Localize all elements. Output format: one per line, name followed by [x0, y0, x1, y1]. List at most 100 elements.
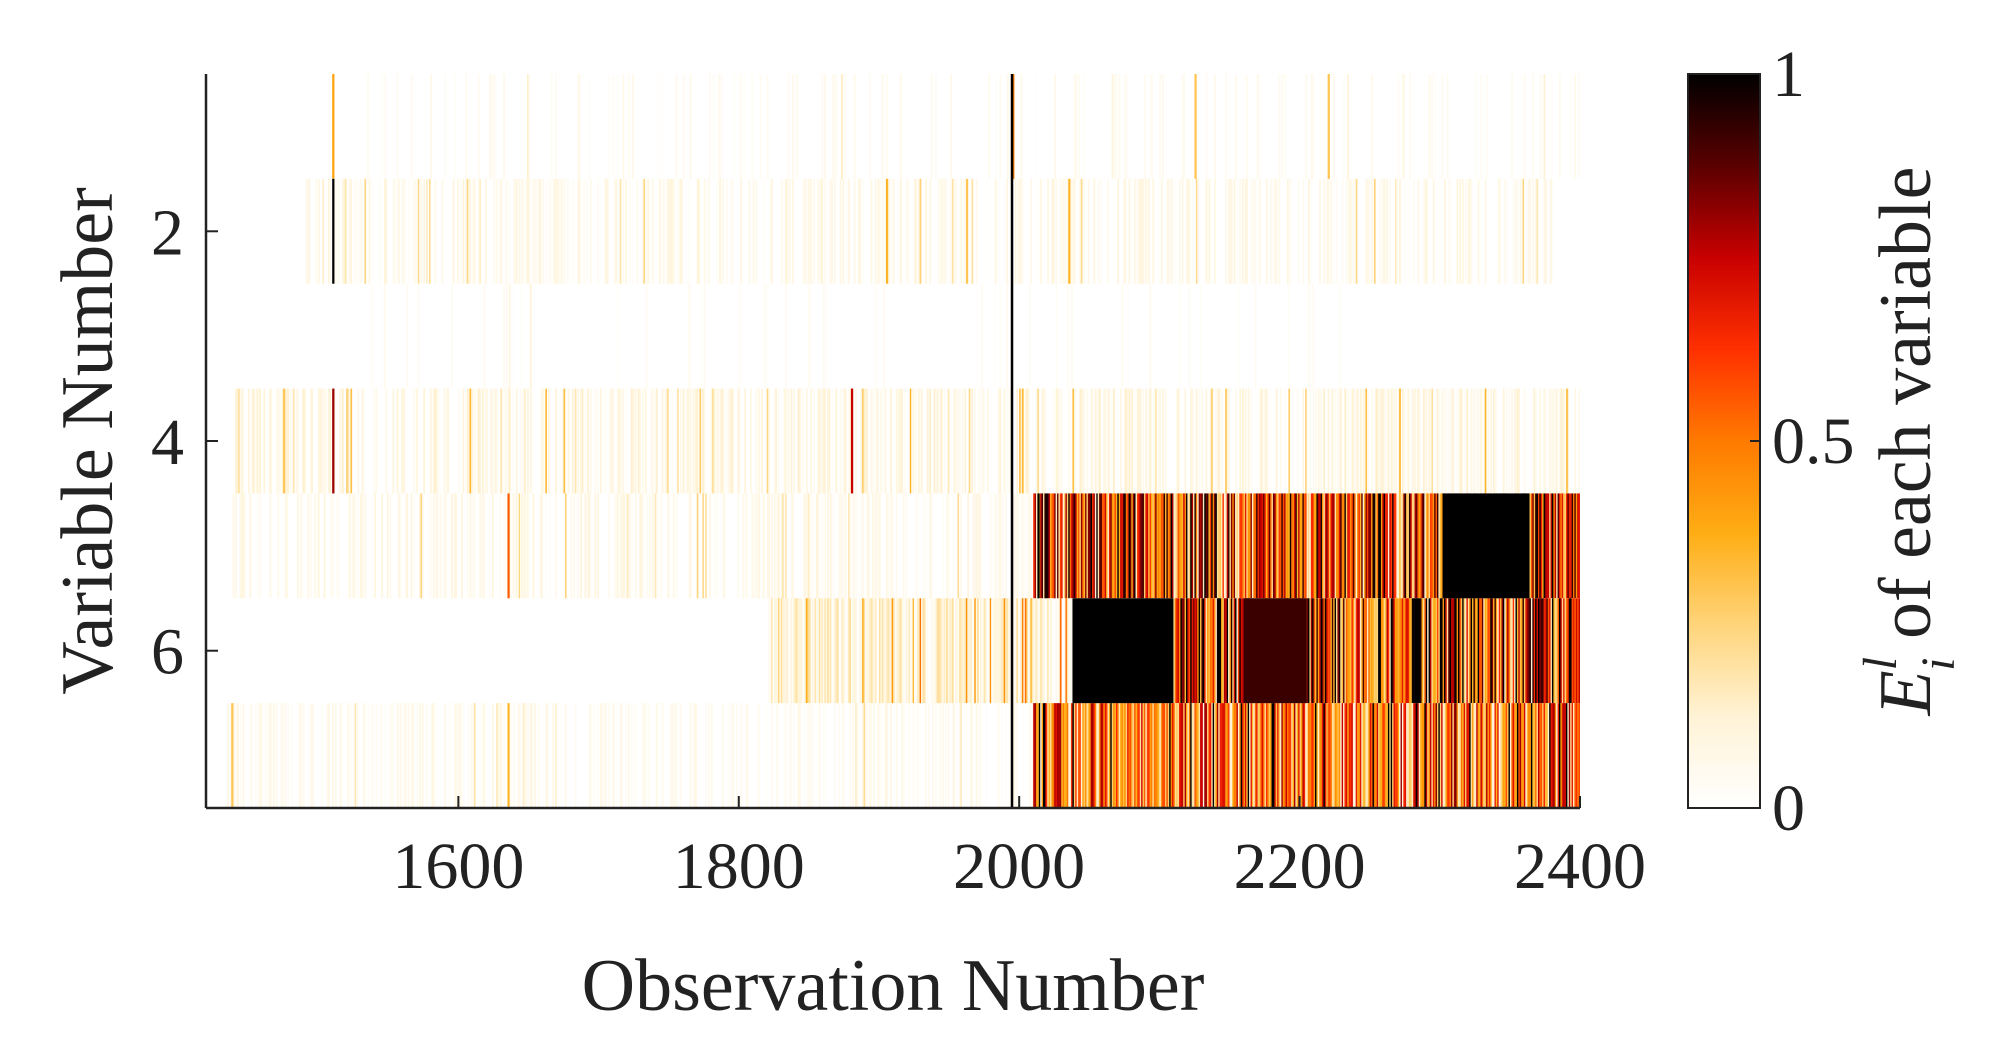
heatmap-cell	[766, 74, 769, 179]
heatmap-cell	[703, 178, 706, 284]
colorbar-tick-label: 1	[1772, 38, 1805, 111]
heatmap-cell	[1300, 493, 1303, 599]
heatmap-cell	[1455, 598, 1457, 704]
heatmap-cell	[1434, 74, 1436, 179]
heatmap-cell	[1052, 703, 1055, 808]
heatmap-cell	[353, 703, 355, 808]
heatmap-cell	[1326, 703, 1328, 808]
heatmap-cell	[504, 493, 507, 599]
heatmap-cell	[873, 703, 876, 808]
heatmap-cell	[1558, 388, 1561, 494]
heatmap-cell	[981, 388, 984, 494]
heatmap-cell	[1515, 388, 1518, 494]
heatmap-cell	[1172, 703, 1174, 808]
heatmap-cell	[970, 598, 972, 704]
heatmap-cell	[1181, 178, 1184, 284]
heatmap-cell	[1528, 178, 1530, 284]
heatmap-cell	[1149, 74, 1152, 179]
heatmap-cell	[891, 178, 894, 284]
heatmap-cell	[1289, 703, 1292, 808]
heatmap-cell	[1183, 74, 1185, 179]
heatmap-cell	[1438, 703, 1441, 808]
heatmap-cell	[385, 178, 388, 284]
heatmap-cell	[1099, 493, 1101, 599]
heatmap-cell	[731, 388, 734, 494]
heatmap-cell	[1497, 598, 1499, 704]
heatmap-cell	[367, 74, 369, 179]
heatmap-cell	[1428, 703, 1431, 808]
heatmap-cell	[1019, 388, 1021, 494]
heatmap-cell	[836, 598, 839, 704]
heatmap-cell	[1232, 493, 1234, 599]
heatmap-cell	[636, 178, 639, 284]
heatmap-cell	[1209, 388, 1212, 494]
heatmap-cell	[416, 703, 419, 808]
heatmap-cell	[613, 178, 616, 284]
heatmap-cell	[1157, 178, 1160, 284]
heatmap-cell	[1235, 74, 1237, 179]
heatmap-cell	[1139, 493, 1142, 599]
heatmap-cell	[1550, 388, 1553, 494]
heatmap-cell	[1244, 493, 1247, 599]
heatmap-cell	[783, 388, 786, 494]
heatmap-cell	[975, 493, 978, 599]
heatmap-cell	[1365, 493, 1368, 599]
heatmap-cell	[1565, 703, 1568, 808]
heatmap-cell	[968, 388, 971, 494]
heatmap-cell	[919, 178, 922, 284]
heatmap-cell	[918, 598, 920, 704]
heatmap-cell	[1306, 598, 1309, 704]
heatmap-cell	[1306, 493, 1309, 599]
heatmap-cell	[974, 493, 977, 599]
heatmap-cell	[783, 598, 786, 704]
heatmap-cell	[1434, 493, 1436, 599]
heatmap-cell	[1403, 388, 1406, 494]
heatmap-cell	[1483, 703, 1485, 808]
heatmap-cell	[808, 493, 811, 599]
heatmap-cell	[1326, 178, 1328, 284]
heatmap-cell	[430, 703, 433, 808]
heatmap-cell	[243, 493, 246, 599]
heatmap-cell	[1550, 178, 1553, 284]
heatmap-cell	[1533, 493, 1536, 599]
heatmap-cell	[689, 74, 692, 179]
heatmap-cell	[1438, 598, 1441, 704]
heatmap-cell	[1261, 493, 1264, 599]
heatmap-cell	[923, 703, 926, 808]
heatmap-cell	[737, 388, 740, 494]
heatmap-cell	[1027, 388, 1030, 494]
heatmap-cell	[1361, 493, 1363, 599]
heatmap-cell	[1254, 283, 1257, 389]
heatmap-cell	[1543, 493, 1546, 599]
heatmap-cell	[721, 178, 724, 284]
heatmap-cell	[977, 598, 979, 704]
heatmap-cell	[1187, 178, 1190, 284]
heatmap-cell	[1401, 493, 1404, 599]
heatmap-cell	[1277, 703, 1279, 808]
heatmap-cell	[911, 388, 913, 494]
heatmap-cell	[801, 178, 804, 284]
heatmap-cell	[1537, 598, 1540, 704]
heatmap-cell	[1121, 703, 1124, 808]
heatmap-cell	[801, 598, 804, 704]
heatmap-cell	[1313, 703, 1316, 808]
heatmap-cell	[1057, 703, 1059, 808]
heatmap-cell	[1247, 493, 1250, 599]
heatmap-cell	[1062, 178, 1065, 284]
heatmap-cell	[1397, 493, 1400, 599]
heatmap-cell	[992, 598, 995, 704]
heatmap-cell	[1529, 703, 1532, 808]
heatmap-stripe	[1043, 703, 1046, 808]
heatmap-cell	[1173, 598, 1176, 704]
heatmap-cell	[1498, 703, 1501, 808]
heatmap-cell	[953, 388, 955, 494]
heatmap-cell	[1244, 388, 1247, 494]
heatmap-cell	[1191, 703, 1194, 808]
heatmap-cell	[1200, 283, 1202, 389]
heatmap-cell	[1029, 493, 1031, 599]
heatmap-cell	[665, 178, 668, 284]
heatmap-cell	[1000, 493, 1003, 599]
heatmap-cell	[442, 388, 445, 494]
heatmap-cell	[1179, 493, 1181, 599]
heatmap-cell	[578, 74, 581, 179]
